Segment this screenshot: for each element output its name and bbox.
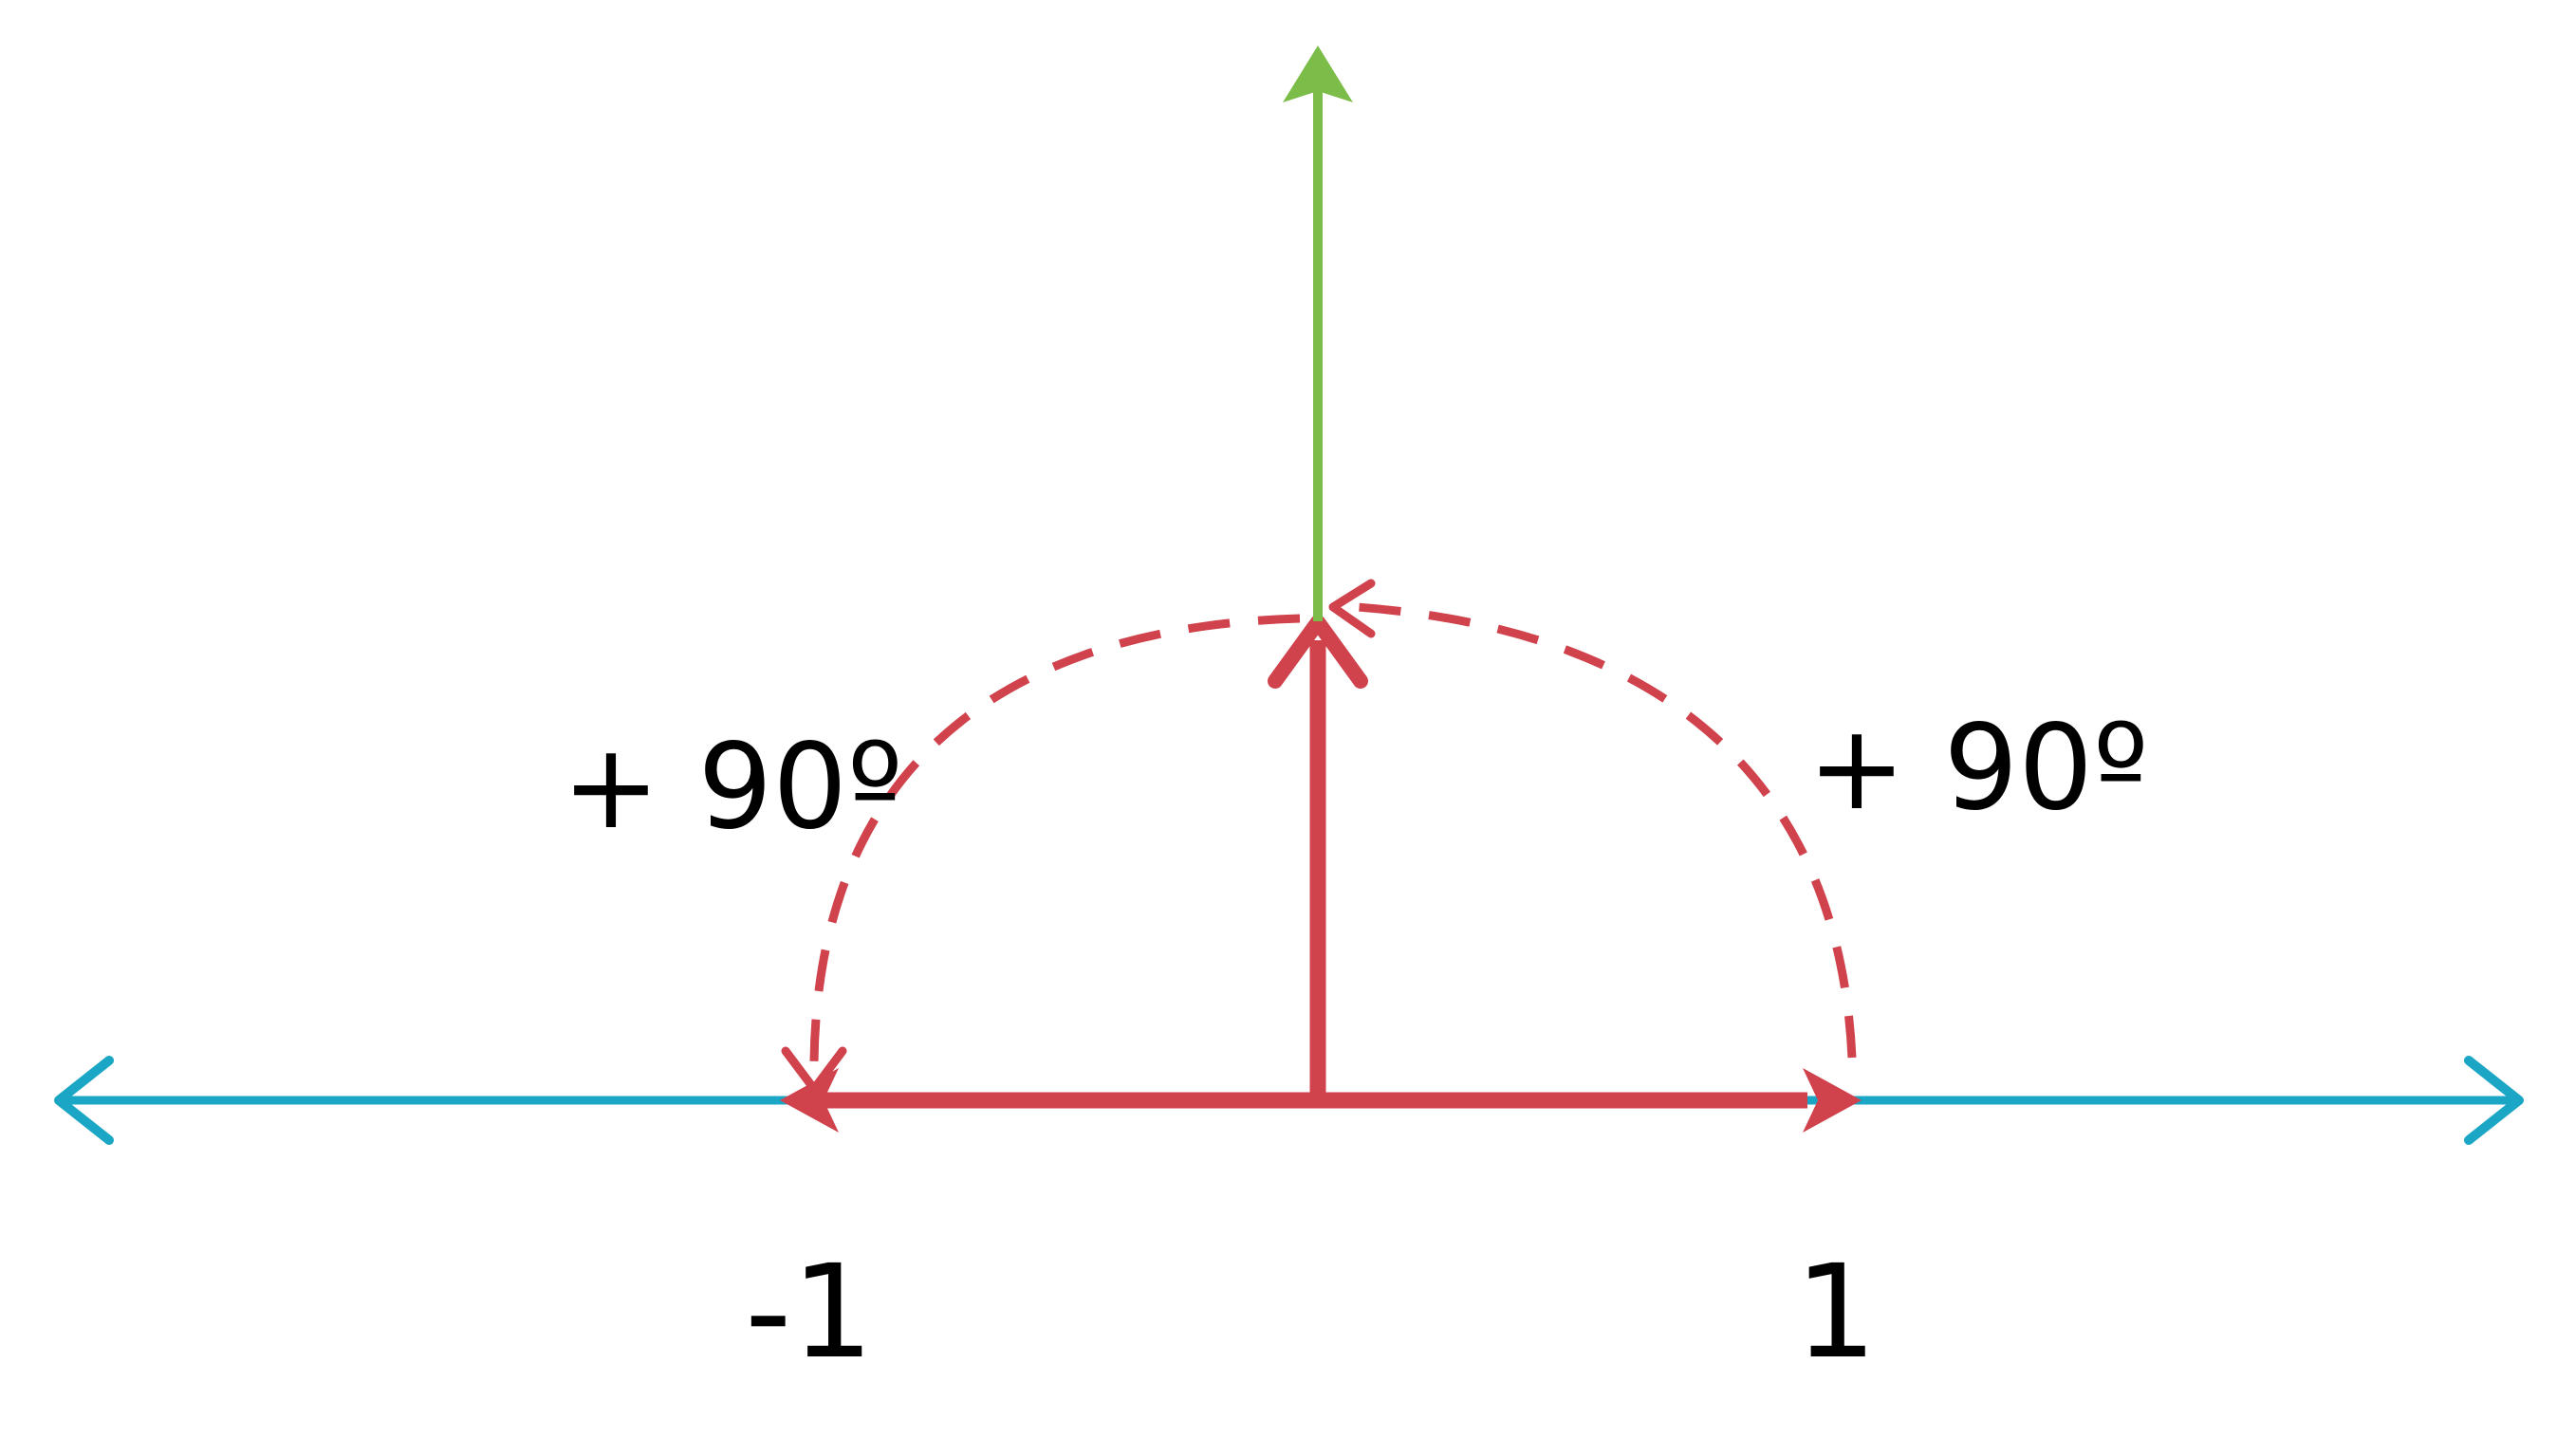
angle-label-right: + 90º xyxy=(1807,700,2149,837)
vector-green-arrowhead xyxy=(1283,46,1353,102)
number-line-left-arrowhead xyxy=(54,1056,114,1145)
tick-label-negative-one: -1 xyxy=(745,1238,874,1388)
vector-positive-one-arrowhead xyxy=(1803,1068,1862,1133)
rotation-arc-left xyxy=(809,614,1301,1063)
vector-negative-one-arrowhead xyxy=(780,1068,839,1133)
result-vector xyxy=(1283,46,1353,621)
rotation-arc-left-arrowhead xyxy=(781,1046,847,1094)
rotation-arc-right-arrowhead xyxy=(1328,579,1376,638)
rotation-arcs xyxy=(781,579,1857,1094)
angle-label-left: + 90º xyxy=(562,719,903,856)
unit-vectors xyxy=(780,615,1862,1133)
tick-label-positive-one: 1 xyxy=(1795,1238,1878,1388)
number-line-right-arrowhead xyxy=(2464,1056,2524,1145)
rotation-arc-right xyxy=(1356,602,1857,1059)
vector-i-arrowhead xyxy=(1268,615,1368,689)
